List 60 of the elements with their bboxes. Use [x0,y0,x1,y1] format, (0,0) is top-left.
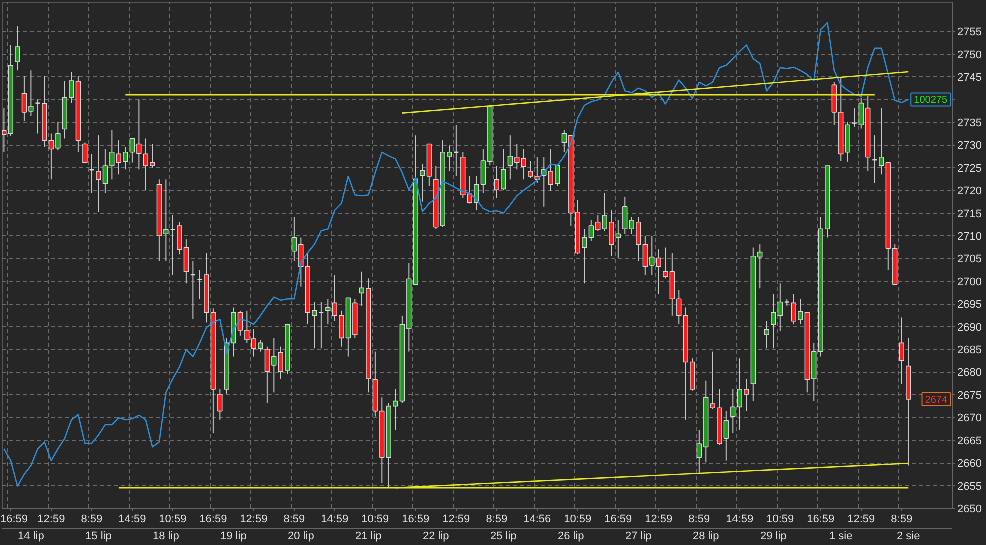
y-tick-label: 2725 [958,162,982,175]
y-tick-label: 2660 [958,458,982,470]
y-tick-label: 2695 [958,299,982,312]
x-tick-label: 27 lip [625,530,652,542]
x-tick-label: 25 lip [490,530,517,542]
y-tick-label: 2690 [958,322,982,334]
y-tick-label: 2680 [958,367,982,380]
y-tick-label: 2730 [958,140,982,152]
x-tick-label: 10:59 [159,514,187,526]
x-tick-label: 10:59 [362,514,390,526]
y-tick-label: 2750 [958,49,982,62]
x-tick-label: 16:59 [807,514,835,526]
x-tick-label: 29 lip [760,530,787,542]
x-tick-label: 15 lip [86,530,112,542]
y-tick-label: 2745 [958,72,982,84]
x-tick-label: 16:59 [0,514,28,526]
x-tick-label: 14:56 [524,514,552,526]
x-tick-label: 20 lip [288,530,314,542]
x-tick-label: 16:59 [200,514,228,526]
x-tick-label: 8:59 [688,514,710,526]
x-tick-label: 21 lip [356,530,382,542]
y-tick-label: 2705 [958,254,982,266]
x-tick-label: 8:59 [284,514,306,526]
x-tick-label: 10:59 [564,514,592,526]
x-tick-label: 8:59 [891,514,913,526]
x-tick-label: 22 lip [423,530,450,542]
y-tick-label: 2700 [958,276,982,288]
y-tick-label: 2755 [958,26,982,39]
x-tick-label: 12:59 [240,514,268,526]
y-tick-label: 2715 [958,208,982,220]
y-tick-label: 2685 [958,344,982,357]
x-tick-label: 14 lip [18,530,44,542]
y-tick-label: 2665 [958,435,982,448]
x-tick-label: 12:59 [645,514,673,526]
annotation: 100275 [914,95,948,106]
x-tick-label: 18 lip [153,530,180,542]
y-tick-label: 2720 [958,186,982,198]
x-tick-label: 8:59 [81,514,103,526]
y-tick-label: 2650 [958,504,982,516]
x-tick-label: 8:59 [486,514,508,526]
x-tick-label: 2 sie [897,530,920,542]
x-tick-label: 14:59 [321,514,349,526]
x-tick-label: 26 lip [558,530,584,542]
x-tick-label: 14:59 [726,514,754,526]
x-tick-label: 14:59 [118,514,146,526]
x-tick-label: 28 lip [692,530,720,542]
x-tick-label: 12:59 [38,514,66,526]
y-tick-label: 2655 [958,480,982,493]
x-tick-label: 16:59 [402,514,430,526]
x-tick-label: 1 sie [830,530,853,542]
text: 2674 [925,394,948,406]
y-tick-label: 2670 [958,412,982,425]
x-tick-label: 12:59 [848,514,876,526]
x-tick-label: 10:59 [766,514,794,526]
x-tick-label: 16:59 [604,514,632,526]
y-tick-label: 2675 [958,390,982,402]
y-tick-label: 2710 [958,230,982,243]
y-tick-label: 2735 [958,117,982,130]
x-tick-label: 19 lip [220,530,247,542]
x-tick-label: 12:59 [442,514,470,526]
